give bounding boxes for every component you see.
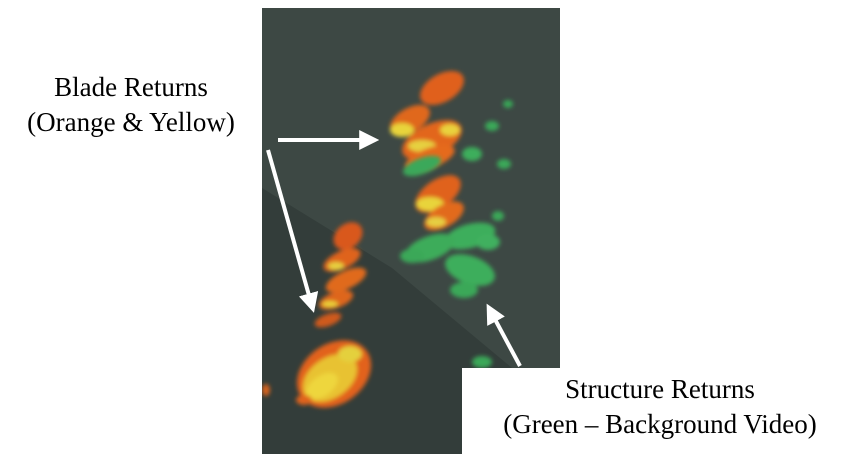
structure-returns-title: Structure Returns bbox=[565, 374, 755, 404]
blade-return-middle bbox=[314, 222, 367, 328]
blade-return-lower bbox=[262, 340, 372, 408]
structure-returns-label: Structure Returns (Green – Background Vi… bbox=[462, 368, 858, 454]
blade-returns-title: Blade Returns bbox=[54, 72, 208, 102]
blade-return-upper bbox=[390, 70, 464, 231]
structure-returns-subtitle: (Green – Background Video) bbox=[503, 409, 817, 439]
structure-return-green bbox=[400, 100, 513, 368]
blade-returns-subtitle: (Orange & Yellow) bbox=[27, 107, 235, 137]
blade-returns-label: Blade Returns (Orange & Yellow) bbox=[0, 70, 262, 140]
